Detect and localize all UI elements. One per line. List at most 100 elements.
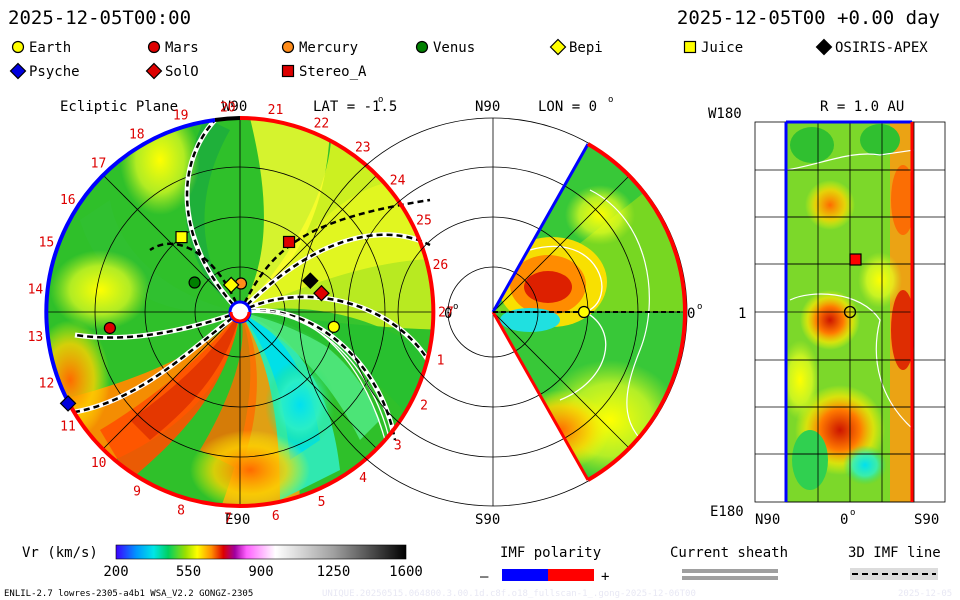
carrington-number: 22 — [314, 117, 330, 132]
carrington-number: 6 — [272, 509, 280, 524]
radial-label-zero: 0 — [840, 512, 848, 528]
radial-title: R = 1.0 AU — [820, 99, 904, 115]
lon-degree-mark: o — [608, 95, 613, 105]
colorbar-tick: 200 — [103, 564, 128, 580]
carrington-number: 7 — [224, 512, 232, 527]
legend-label-mars: Mars — [165, 40, 199, 56]
radial-label-w: W180 — [708, 106, 742, 122]
lon-label: LON = 0 — [538, 99, 597, 115]
carrington-number: 20 — [220, 100, 236, 115]
legend-label-stereo_a: Stereo_A — [299, 64, 367, 80]
radial-label-e: E180 — [710, 504, 744, 520]
legend-marker-mars — [147, 40, 161, 54]
legend-marker-osiris-apex — [815, 38, 833, 56]
colorbar-tick: 1600 — [389, 564, 423, 580]
ecliptic-title: Ecliptic Plane — [60, 99, 178, 115]
carrington-number: 11 — [60, 419, 76, 434]
imf-plus: + — [601, 569, 609, 585]
polarity-ring-positive — [239, 116, 436, 441]
carrington-number: 17 — [91, 156, 107, 171]
lat-label: LAT = -1.5 — [313, 99, 397, 115]
footer-model: ENLIL-2.7 lowres-2305-a4b1 WSA_V2.2 GONG… — [4, 589, 253, 599]
legend-label-mercury: Mercury — [299, 40, 358, 56]
meridional-label-n: N90 — [475, 99, 500, 115]
carrington-number: 24 — [390, 173, 406, 188]
datetime-left: 2025-12-05T00:00 — [8, 7, 191, 29]
carrington-number: 8 — [177, 503, 185, 518]
radial-degree-mark: o — [850, 508, 855, 518]
ecliptic-objects — [59, 231, 340, 412]
carrington-number: 15 — [39, 236, 55, 251]
polarity-ring-sheath — [214, 116, 241, 122]
polarity-ring-positive-lower — [239, 437, 388, 508]
colorbar-ticks: 200 550 900 1250 1600 — [103, 564, 423, 580]
ecliptic-marker-earth — [327, 320, 340, 333]
legend-marker-psyche — [9, 62, 27, 80]
legend-label-bepi: Bepi — [569, 40, 603, 56]
carrington-number: 4 — [359, 471, 367, 486]
carrington-number: 12 — [39, 377, 55, 392]
imf-line-legend: 3D IMF line — [848, 545, 941, 580]
meridional-label-right: 0 — [687, 306, 695, 322]
footer-run: UNIQUE.20250515.064800.3.00.1d.c8f.o18_f… — [322, 589, 696, 599]
colorbar-gradient — [115, 544, 407, 560]
radial-label-mid: 1 — [738, 306, 746, 322]
radial-grid — [754, 121, 946, 503]
ecliptic-marker-venus — [188, 276, 201, 289]
carrington-number: 5 — [318, 495, 326, 510]
carrington-number: 23 — [355, 141, 371, 156]
legend-label-earth: Earth — [29, 40, 71, 56]
ecliptic-marker-osiris-apex — [301, 272, 319, 290]
carrington-number: 1 — [437, 354, 445, 369]
meridional-earth-marker — [577, 305, 591, 319]
carrington-number: 14 — [28, 282, 44, 297]
lat-degree-mark: o — [378, 95, 383, 105]
colorbar-tick: 1250 — [317, 564, 351, 580]
carrington-number: 18 — [129, 128, 145, 143]
datetime-right: 2025-12-05T00 +0.00 day — [677, 7, 940, 29]
legend-marker-solo — [145, 62, 163, 80]
imf-polarity-legend: IMF polarity – + — [480, 545, 609, 585]
radial-earth-marker — [843, 305, 857, 319]
meridional-degree-mark: o — [697, 302, 702, 312]
carrington-number: 2 — [420, 398, 428, 413]
radial-label-s: S90 — [914, 512, 939, 528]
imfline-title: 3D IMF line — [848, 545, 941, 561]
carrington-number: 3 — [394, 438, 402, 453]
legend-marker-venus — [415, 40, 429, 54]
colorbar-tick: 550 — [176, 564, 201, 580]
carrington-number: 10 — [91, 456, 107, 471]
carrington-number: 16 — [60, 193, 76, 208]
radial-panel: R = 1.0 AU W180 E180 1 N90 0 o S90 — [708, 99, 946, 528]
carrington-number: 25 — [416, 213, 432, 228]
ecliptic-marker-stereo_a — [282, 235, 296, 249]
colorbar: Vr (km/s) 200 550 900 1250 1600 — [22, 544, 423, 580]
object-legend: Earth Mars Mercury Venus Bepi Juice OSIRIS-APE… — [9, 38, 928, 80]
polarity-ring-negative — [44, 118, 216, 408]
ecliptic-degree-mark: o — [453, 302, 458, 312]
carrington-number: 21 — [268, 103, 284, 118]
radial-label-n: N90 — [755, 512, 780, 528]
legend-marker-juice — [683, 40, 697, 54]
imf-negative-swatch — [502, 569, 548, 581]
polarity-ring-positive-left — [69, 406, 241, 508]
ecliptic-label-top: W90 — [222, 99, 247, 115]
inner-boundary-red — [229, 311, 251, 323]
colorbar-tick: 900 — [248, 564, 273, 580]
legend-label-psyche: Psyche — [29, 64, 80, 80]
carrington-number: 26 — [433, 258, 449, 273]
ecliptic-marker-psyche — [59, 395, 77, 412]
legend-label-venus: Venus — [433, 40, 475, 56]
ecliptic-marker-juice — [175, 231, 188, 244]
colorbar-title: Vr (km/s) — [22, 545, 98, 561]
radial-stereo-a-marker — [849, 253, 862, 266]
imf-title: IMF polarity — [500, 545, 601, 561]
meridional-label-s: S90 — [475, 512, 500, 528]
carrington-number: 27 — [438, 306, 454, 321]
legend-marker-earth — [11, 40, 25, 54]
legend-label-osiris-apex: OSIRIS-APEX — [835, 40, 928, 56]
imf-positive-swatch — [548, 569, 594, 581]
legend-label-solo: SolO — [165, 64, 199, 80]
